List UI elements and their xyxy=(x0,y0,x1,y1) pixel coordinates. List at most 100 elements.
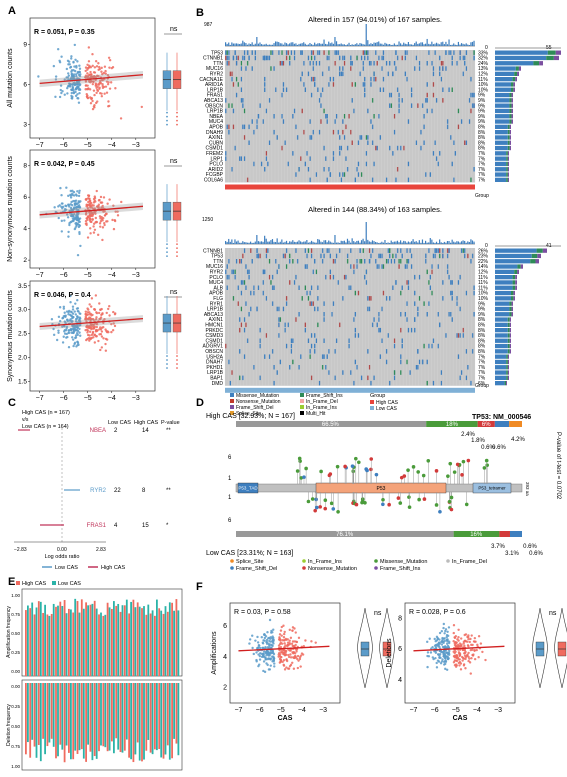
legend-item: In_Frame_Ins xyxy=(306,405,337,411)
cnv-ylabel: Amplifications xyxy=(211,631,218,675)
tmb-bar xyxy=(418,240,420,244)
oncoplot-cell xyxy=(459,375,461,381)
scatter-point-high xyxy=(100,335,104,338)
cnv-point-low xyxy=(436,653,440,656)
scatter-point-high xyxy=(111,329,115,332)
amp-bar-low xyxy=(143,606,145,676)
side-bar-missense xyxy=(495,290,511,296)
oncoplot-cell xyxy=(289,280,291,285)
oncoplot-cell xyxy=(243,248,246,253)
scatter-point-low xyxy=(60,230,63,233)
tmb-bar xyxy=(343,44,345,46)
tmb-bar xyxy=(318,43,320,46)
del-ylabel: Deletion frequency xyxy=(6,704,12,746)
oncoplot-pct: 9% xyxy=(478,307,486,313)
amp-frame xyxy=(21,588,183,677)
high-bar-label: 18% xyxy=(446,422,459,428)
scatter-point-high xyxy=(90,97,93,100)
boxplot-outlier xyxy=(166,355,168,357)
tmb-bar xyxy=(321,242,324,244)
tmb-bar xyxy=(398,242,400,244)
scatter-point-high xyxy=(87,75,90,79)
scatter-point-high xyxy=(120,200,123,204)
side-bar-other xyxy=(511,98,513,103)
oncoplot-pct: 7% xyxy=(478,370,486,376)
scatter-point-high xyxy=(106,73,110,77)
oncoplot-cell xyxy=(364,82,366,87)
tmb-bar xyxy=(335,242,338,244)
lollipop-head-high xyxy=(319,469,323,474)
oncoplot-pct: 7% xyxy=(478,151,486,157)
tmb-bar xyxy=(351,238,353,244)
scatter-point-high xyxy=(103,223,106,227)
tmb-bar xyxy=(473,241,475,244)
oncoplot-cell xyxy=(356,259,358,264)
scatter-point-low xyxy=(64,321,67,325)
tmb-bar xyxy=(314,42,316,46)
scatter-xtick: −4 xyxy=(108,142,116,149)
forest-low-count: 4 xyxy=(114,523,118,529)
tmb-bar xyxy=(359,43,361,46)
side-bar-other xyxy=(507,328,510,333)
scatter-point-high xyxy=(92,80,95,83)
cnv-point-high xyxy=(286,638,289,641)
lollipop-legend-dot xyxy=(302,559,306,563)
oncoplot-cell xyxy=(226,264,228,269)
oncoplot-cell xyxy=(332,156,335,161)
oncoplot-cell xyxy=(335,50,338,55)
scatter-point-low xyxy=(78,331,81,334)
oncoplot-pct: 7% xyxy=(478,354,486,360)
oncoplot-cell xyxy=(323,145,325,151)
tmb-bar xyxy=(246,242,249,244)
oncoplot-cell xyxy=(264,76,266,82)
oncoplot-cell xyxy=(235,55,238,61)
oncoplot-cell xyxy=(273,66,275,71)
oncoplot-cell xyxy=(287,50,289,55)
legend-group-item: Low CAS xyxy=(376,406,398,412)
cnv-point-high xyxy=(457,652,461,655)
oncoplot-cell xyxy=(317,87,319,92)
scatter-point-low xyxy=(58,95,62,99)
oncoplot-cell xyxy=(312,76,314,82)
tmb-bar xyxy=(282,242,285,244)
scatter-point-low xyxy=(74,336,78,339)
oncoplot-cell xyxy=(400,359,402,365)
scatter-xtick: −6 xyxy=(60,395,68,402)
tmb-bar xyxy=(389,242,391,244)
tmb-bar xyxy=(356,240,358,244)
oncoplot-cell xyxy=(389,103,391,108)
scatter-point-low xyxy=(76,253,80,257)
scatter-point-high xyxy=(91,82,95,86)
oncoplot-cell xyxy=(281,114,283,119)
oncoplot-cell xyxy=(348,338,350,343)
tmb-bar xyxy=(281,239,283,244)
scatter-point-high xyxy=(86,215,90,218)
side-bar-missense xyxy=(495,301,510,306)
cnv-point-high xyxy=(463,633,466,637)
boxplot-outlier xyxy=(166,255,168,258)
tmb-bar xyxy=(437,242,439,244)
oncoplot-cell xyxy=(359,259,361,264)
oncoplot-cell xyxy=(284,322,286,328)
tmb-bar xyxy=(251,42,253,46)
tmb-bar xyxy=(318,239,320,244)
cnv-point-high xyxy=(456,656,460,660)
oncoplot-cell xyxy=(418,66,421,71)
cnv-point-low xyxy=(248,638,252,641)
oncoplot-cell xyxy=(432,92,435,98)
del-bar-high xyxy=(106,683,109,752)
side-bar-missense xyxy=(495,87,511,92)
cnv-point-low xyxy=(261,646,264,650)
tmb-bar xyxy=(332,43,335,46)
del-bar-low xyxy=(177,683,180,756)
oncoplot-cell xyxy=(410,87,413,92)
oncoplot-cell xyxy=(295,248,297,253)
oncoplot-cell xyxy=(303,129,305,135)
oncoplot-cell xyxy=(395,177,397,183)
boxplot-outlier xyxy=(166,119,168,122)
side-bar-missense xyxy=(495,71,515,76)
oncoplot-cell xyxy=(318,50,321,55)
cnv-point-low xyxy=(439,661,443,665)
oncoplot-cell xyxy=(471,333,474,338)
cnv-point-low xyxy=(440,640,443,644)
